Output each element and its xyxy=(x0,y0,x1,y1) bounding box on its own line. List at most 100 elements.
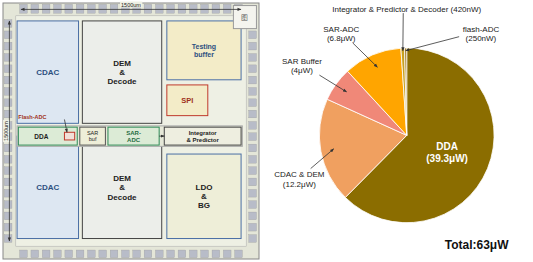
io-pad xyxy=(65,4,73,13)
text-line: BG xyxy=(198,201,210,210)
diagram-label: CDAC xyxy=(36,183,59,192)
io-pad xyxy=(249,155,257,163)
io-pad xyxy=(20,4,28,13)
io-pad xyxy=(54,4,62,13)
text-line: & Predictor xyxy=(187,137,220,143)
text-line: DEM xyxy=(113,58,131,67)
testing-buffer-block xyxy=(167,21,241,80)
io-pad xyxy=(249,167,257,175)
io-pad xyxy=(110,250,118,258)
text-line: SPI xyxy=(181,96,193,105)
io-pad xyxy=(249,189,257,197)
io-pad xyxy=(88,4,96,13)
io-pad xyxy=(155,4,163,13)
io-pad xyxy=(4,223,12,231)
ldo-block xyxy=(167,154,241,238)
io-pad xyxy=(249,88,257,96)
io-pad xyxy=(249,133,257,141)
slice-label: SAR Buffer(4μW) xyxy=(282,56,322,74)
io-pad xyxy=(4,76,12,84)
text-line: SAR-ADC xyxy=(323,24,359,33)
io-pad xyxy=(4,189,12,197)
io-pad xyxy=(212,4,220,13)
integrator-pointer xyxy=(159,136,164,137)
io-pad xyxy=(122,250,130,258)
text-line: Testing xyxy=(192,43,216,51)
diagram-label: SAR-ADC xyxy=(126,130,141,143)
text-line: buffer xyxy=(194,51,214,58)
cdac-block xyxy=(17,136,78,238)
text-line: 1500um xyxy=(121,2,141,8)
total-label: Total:63μW xyxy=(445,238,509,252)
io-pad xyxy=(235,250,243,258)
io-pad xyxy=(20,250,28,258)
pie xyxy=(319,48,494,223)
diagram-label: CDAC xyxy=(36,68,59,77)
text-line: (250nW) xyxy=(466,33,497,42)
text-line: (39.3μW) xyxy=(426,152,468,163)
io-pad xyxy=(88,250,96,258)
figure: CDACCDACDEM&DecodeDEM&DecodeTestingbuffe… xyxy=(0,0,533,262)
io-pad xyxy=(4,212,12,220)
label-background xyxy=(120,2,142,8)
text-line: & xyxy=(119,183,125,192)
io-pad xyxy=(249,144,257,152)
io-pad xyxy=(201,250,209,258)
io-pad xyxy=(201,4,209,13)
dda-block xyxy=(18,127,77,145)
io-pad xyxy=(110,4,118,13)
text-line: LDO xyxy=(196,183,213,192)
text-line: CDAC & DEM xyxy=(274,170,325,179)
diagram-label: Integrator& Predictor xyxy=(187,130,220,143)
io-pad xyxy=(144,4,152,13)
io-pad xyxy=(167,4,175,13)
label-pointer xyxy=(311,149,334,169)
io-pad xyxy=(249,223,257,231)
diagram-label: DDA xyxy=(34,133,48,140)
io-pad xyxy=(249,178,257,186)
io-pad xyxy=(167,250,175,258)
io-pad xyxy=(65,250,73,258)
text-line: CDAC xyxy=(36,183,59,192)
io-pad xyxy=(178,250,186,258)
io-pad xyxy=(189,4,197,13)
integrator-block xyxy=(164,127,241,145)
text-line: & xyxy=(119,68,125,77)
io-pad xyxy=(4,110,12,118)
io-pad xyxy=(4,31,12,39)
io-pad xyxy=(223,250,231,258)
io-pad xyxy=(4,155,12,163)
io-pad xyxy=(4,42,12,50)
text-line: SAR xyxy=(87,130,98,136)
diagram-label: SPI xyxy=(181,96,193,105)
io-pad xyxy=(4,201,12,209)
text-line: Integrator xyxy=(189,130,218,136)
io-pad xyxy=(178,4,186,13)
io-pad xyxy=(76,250,84,258)
text-line: 图 xyxy=(241,14,248,21)
diagram-label: DEM&Decode xyxy=(108,174,137,201)
io-pad xyxy=(76,4,84,13)
io-pad xyxy=(249,99,257,107)
text-line: DEM xyxy=(113,174,131,183)
slice-label: flash-ADC(250nW) xyxy=(463,24,500,42)
io-pad xyxy=(31,4,39,13)
io-pad xyxy=(4,65,12,73)
pie-slice xyxy=(401,48,407,135)
diagram-label: 1500um xyxy=(3,121,9,141)
io-pad xyxy=(223,4,231,13)
slice-label: CDAC & DEM(12.2μW) xyxy=(274,170,325,188)
sar-adc-block xyxy=(108,127,159,145)
die-outline xyxy=(3,3,259,259)
diagram-label: LDO&BG xyxy=(196,183,213,210)
label-pointer xyxy=(406,37,459,51)
io-pad xyxy=(54,250,62,258)
text-line: CDAC xyxy=(36,68,59,77)
io-pad xyxy=(249,110,257,118)
slice-label: DDA(39.3μW) xyxy=(426,141,468,164)
sar-buf-block xyxy=(80,127,106,145)
slice-label: SAR-ADC(6.8μW) xyxy=(323,24,359,42)
io-pad xyxy=(155,250,163,258)
label-pointer xyxy=(319,75,346,92)
diagram-label: Flash-ADC xyxy=(18,114,46,120)
